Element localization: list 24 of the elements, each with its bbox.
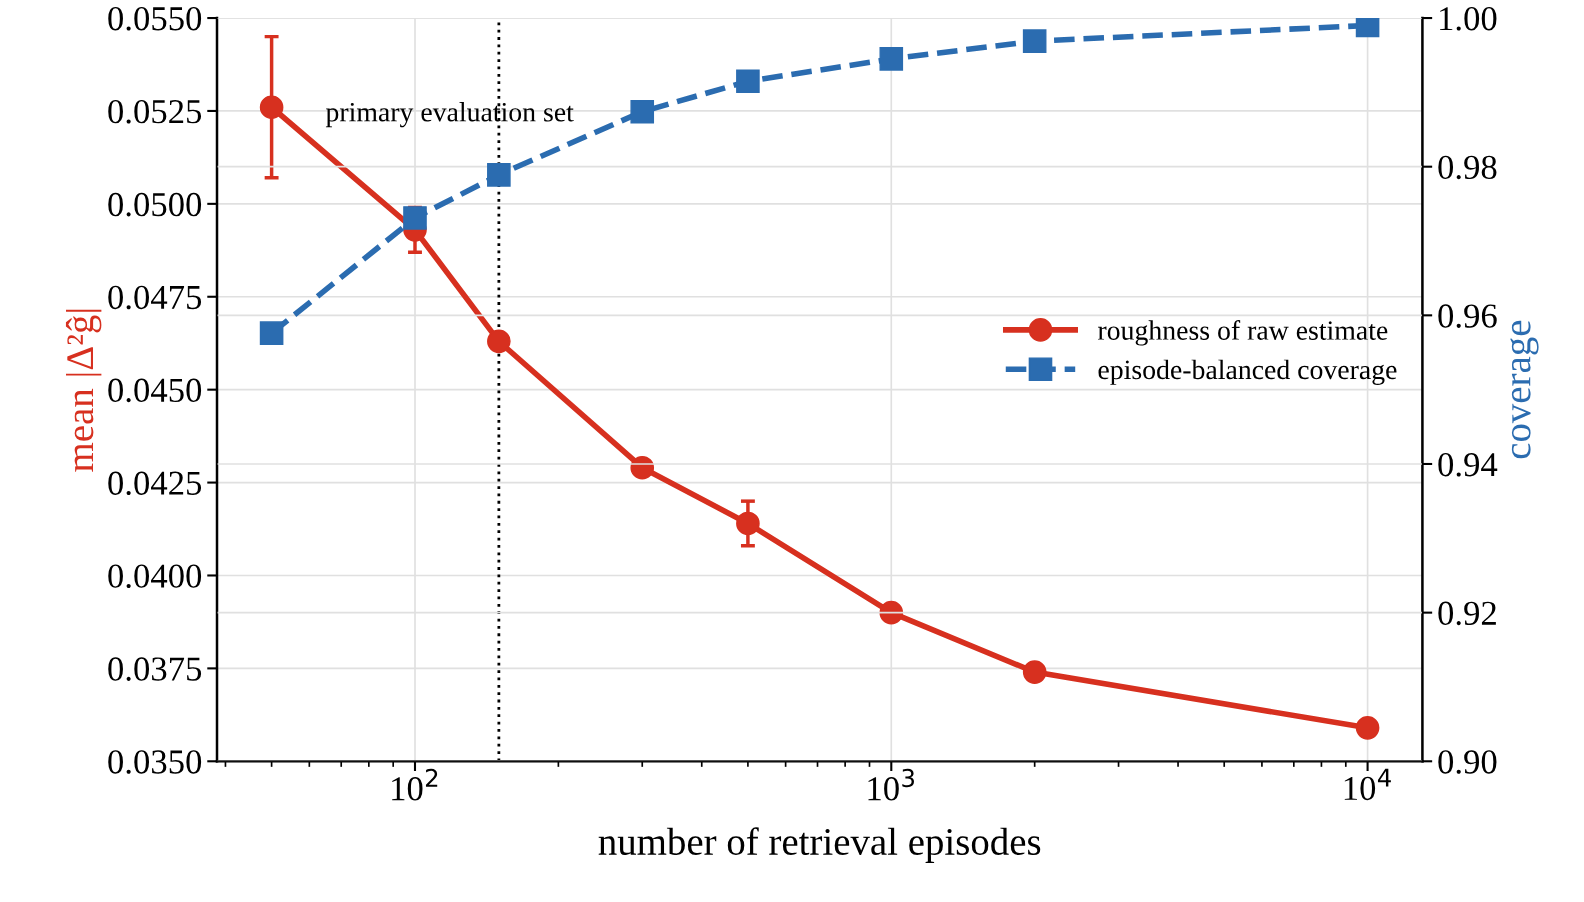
y2-tick-label: 0.98 (1438, 155, 1497, 180)
x-tick-label: 10$^{2}$ (392, 768, 438, 801)
x-axis-title: number of retrieval episodes (598, 827, 1041, 863)
y2-tick-label: 1.00 (1440, 7, 1497, 31)
y-tick-label: 0.0425 (108, 471, 202, 496)
legend-label: roughness of raw estimate (1097, 320, 1388, 346)
y-tick-label: 0.0450 (108, 378, 202, 403)
y-tick-label: 0.0400 (108, 564, 202, 589)
x-tick-label: 10$^{4}$ (1344, 768, 1391, 801)
ref-line-label: primary evaluation set (325, 102, 574, 128)
y2-tick-label: 0.96 (1438, 304, 1497, 328)
y2-tick-label: 0.92 (1438, 601, 1496, 626)
y-axis-title: mean |Δ²ĝ| (65, 309, 102, 472)
x-tick-label: 10$^{3}$ (868, 768, 914, 801)
y-tick-label: 0.0500 (108, 192, 202, 217)
y-tick-label: 0.0350 (108, 750, 202, 774)
legend-label: episode-balanced coverage (1098, 359, 1397, 385)
y2-axis-title: coverage (1510, 320, 1539, 459)
y-tick-label: 0.0375 (108, 657, 202, 681)
y-tick-label: 0.0525 (108, 99, 202, 124)
y2-tick-label: 0.90 (1438, 750, 1497, 774)
y-tick-label: 0.0550 (108, 7, 202, 31)
y2-tick-label: 0.94 (1438, 452, 1498, 477)
y-tick-label: 0.0475 (108, 285, 202, 310)
